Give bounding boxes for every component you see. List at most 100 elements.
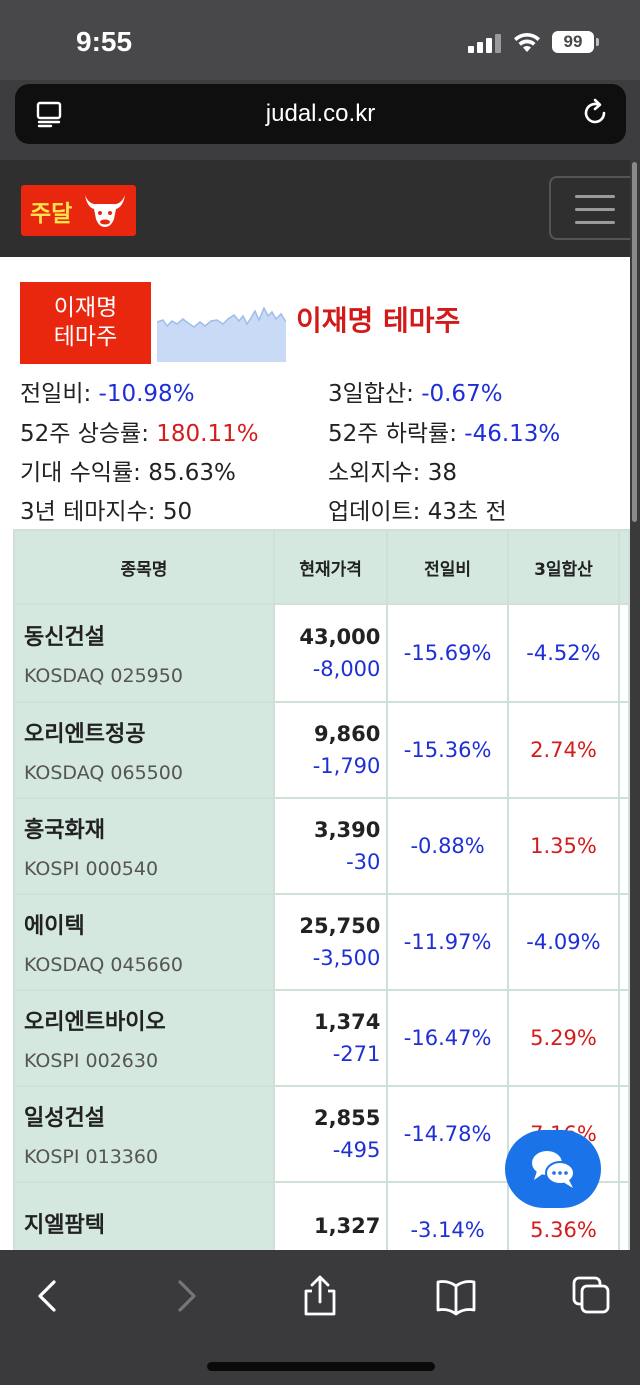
three-day-change: -4.52%	[506, 603, 621, 703]
price-cell: 43,000 -8,000	[272, 603, 389, 703]
reload-icon[interactable]	[580, 98, 610, 128]
extra-cell	[618, 893, 630, 991]
chat-button[interactable]	[505, 1130, 601, 1208]
col-header-3day[interactable]: 3일합산	[506, 529, 621, 605]
price-diff: -495	[332, 1138, 381, 1162]
status-time: 9:55	[76, 26, 133, 57]
theme-badge: 이재명 테마주	[20, 282, 151, 364]
three-day-change: 5.29%	[506, 989, 621, 1087]
stock-name-cell[interactable]: 에이텍 KOSDAQ 045660	[13, 893, 275, 991]
stock-name[interactable]: 일성건설	[24, 1106, 105, 1131]
address-bar[interactable]: judal.co.kr	[15, 84, 626, 144]
stock-name[interactable]: 오리엔트정공	[24, 722, 146, 747]
daily-change: -15.36%	[386, 701, 509, 799]
stock-name-cell[interactable]: 일성건설 KOSPI 013360	[13, 1085, 275, 1183]
stat-52w-rise: 52주 상승률: 180.11%	[20, 421, 259, 447]
daily-change: -14.78%	[386, 1085, 509, 1183]
theme-title: 이재명 테마주	[296, 304, 461, 337]
daily-change: -0.88%	[386, 797, 509, 895]
stat-updated: 업데이트: 43초 전	[328, 499, 507, 525]
table-row[interactable]: 흥국화재 KOSPI 000540 3,390 -30 -0.88% 1.35%	[13, 797, 630, 895]
daily-change: -15.69%	[386, 603, 509, 703]
share-icon[interactable]	[298, 1274, 342, 1318]
price-diff: -271	[332, 1042, 381, 1066]
stock-market-code: KOSDAQ 025950	[24, 665, 183, 687]
battery-icon: 99	[552, 31, 599, 53]
forward-icon[interactable]	[164, 1274, 208, 1318]
stat-3y-theme-index: 3년 테마지수: 50	[20, 499, 193, 525]
stock-name[interactable]: 흥국화재	[24, 818, 105, 843]
stock-market-code: KOSPI 013360	[24, 1146, 159, 1168]
theme-sparkline	[157, 306, 286, 362]
stock-name[interactable]: 에이텍	[24, 914, 85, 939]
stock-name-cell[interactable]: 오리엔트정공 KOSDAQ 065500	[13, 701, 275, 799]
table-row[interactable]: 동신건설 KOSDAQ 025950 43,000 -8,000 -15.69% -…	[13, 603, 630, 703]
daily-change: -16.47%	[386, 989, 509, 1087]
logo-text: 주달	[30, 201, 73, 227]
table-row[interactable]: 지엘팜텍 1,327 -3.14% 5.36%	[13, 1181, 630, 1250]
table-row[interactable]: 오리엔트바이오 KOSPI 002630 1,374 -271 -16.47% 5.…	[13, 989, 630, 1087]
chat-icon	[532, 1151, 575, 1188]
price-cell: 9,860 -1,790	[272, 701, 389, 799]
site-header: 주달	[0, 160, 639, 257]
stock-name-cell[interactable]: 동신건설 KOSDAQ 025950	[13, 603, 275, 703]
stock-market-code: KOSPI 002630	[24, 1050, 159, 1072]
browser-toolbar	[0, 1250, 640, 1385]
status-bar: 9:55 99	[0, 0, 640, 80]
col-header-name[interactable]: 종목명	[13, 529, 275, 605]
extra-cell	[618, 1181, 630, 1250]
hamburger-menu-icon[interactable]	[549, 176, 639, 240]
col-header-price[interactable]: 현재가격	[272, 529, 389, 605]
bull-logo-icon	[85, 195, 125, 227]
three-day-change: 1.35%	[506, 797, 621, 895]
three-day-change: 2.74%	[506, 701, 621, 799]
back-icon[interactable]	[26, 1274, 70, 1318]
stock-name[interactable]: 지엘팜텍	[24, 1213, 105, 1238]
page-content: 이재명 테마주 이재명 테마주 전일비: -10.98% 3일합산: -0.67…	[0, 257, 630, 1250]
wifi-icon	[514, 32, 540, 52]
extra-cell	[618, 989, 630, 1087]
price-cell: 1,327	[272, 1181, 389, 1250]
extra-cell	[618, 797, 630, 895]
stock-name-cell[interactable]: 지엘팜텍	[13, 1181, 275, 1250]
table-row[interactable]: 에이텍 KOSDAQ 045660 25,750 -3,500 -11.97% -4…	[13, 893, 630, 991]
stock-name[interactable]: 오리엔트바이오	[24, 1010, 166, 1035]
stat-expected-return: 기대 수익률: 85.63%	[20, 460, 236, 486]
daily-change: -11.97%	[386, 893, 509, 991]
bookmarks-icon[interactable]	[434, 1274, 478, 1318]
price-value: 9,860	[313, 722, 381, 746]
price-diff: -3,500	[312, 946, 381, 970]
stock-table: 종목명 현재가격 전일비 3일합산 동신건설 KOSDAQ 025950 43,0…	[13, 529, 630, 1250]
home-indicator	[207, 1362, 435, 1371]
price-value: 3,390	[313, 818, 381, 842]
theme-badge-line1: 이재명	[53, 295, 118, 321]
stat-52w-fall: 52주 하락률: -46.13%	[328, 421, 561, 447]
reader-icon[interactable]	[35, 100, 63, 128]
stock-name-cell[interactable]: 오리엔트바이오 KOSPI 002630	[13, 989, 275, 1087]
site-logo[interactable]: 주달	[21, 185, 136, 236]
col-header-change[interactable]: 전일비	[386, 529, 509, 605]
price-value: 1,327	[313, 1214, 381, 1238]
table-header-row: 종목명 현재가격 전일비 3일합산	[13, 529, 630, 605]
url-text[interactable]: judal.co.kr	[265, 100, 376, 127]
stat-neglect-index: 소외지수: 38	[328, 460, 457, 486]
price-cell: 1,374 -271	[272, 989, 389, 1087]
stat-daily-change: 전일비: -10.98%	[20, 381, 195, 407]
price-value: 43,000	[299, 625, 381, 649]
price-cell: 2,855 -495	[272, 1085, 389, 1183]
cellular-signal-icon	[468, 33, 502, 53]
daily-change: -3.14%	[386, 1181, 509, 1250]
price-diff: -1,790	[312, 754, 381, 778]
scrollbar-thumb[interactable]	[632, 162, 637, 522]
tabs-icon[interactable]	[570, 1274, 614, 1318]
stock-name-cell[interactable]: 흥국화재 KOSPI 000540	[13, 797, 275, 895]
table-row[interactable]: 오리엔트정공 KOSDAQ 065500 9,860 -1,790 -15.36% …	[13, 701, 630, 799]
extra-cell	[618, 1085, 630, 1183]
extra-cell	[618, 701, 630, 799]
theme-badge-line2: 테마주	[53, 324, 118, 350]
three-day-change: -4.09%	[506, 893, 621, 991]
scrollbar-track	[630, 160, 640, 1250]
price-cell: 3,390 -30	[272, 797, 389, 895]
price-value: 2,855	[313, 1106, 381, 1130]
stock-name[interactable]: 동신건설	[24, 625, 105, 650]
